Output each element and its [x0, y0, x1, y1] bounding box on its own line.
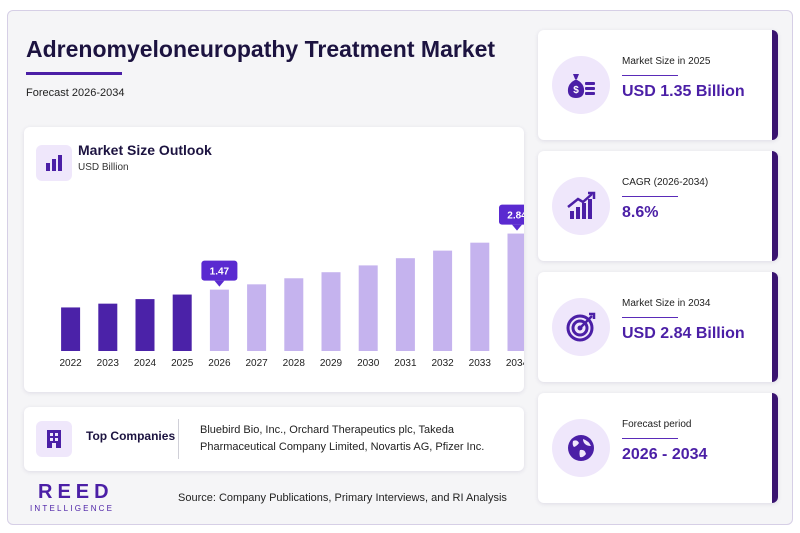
stat-card-market-size-2034: Market Size in 2034 USD 2.84 Billion: [538, 272, 778, 382]
stat-rule: [622, 196, 678, 197]
stat-label: Market Size in 2034: [622, 298, 711, 309]
bar-2025: [172, 294, 192, 351]
bar-2033: [470, 242, 490, 351]
globe-icon: [552, 419, 610, 477]
chart-plot: 2022 2023 2024 2025 2026 1.47 2027 2028 2029 2030…: [59, 204, 524, 369]
logo-wordmark: REED: [38, 481, 114, 503]
x-tick-label: 2022: [59, 358, 82, 369]
money-bag-icon: $: [552, 56, 610, 114]
bar-2028: [284, 278, 304, 351]
x-tick-label: 2026: [208, 358, 231, 369]
data-label: 2.84: [507, 211, 524, 222]
bar-2034: [507, 233, 524, 351]
x-tick-label: 2033: [469, 358, 492, 369]
stat-label: Forecast period: [622, 419, 692, 430]
card-accent: [772, 30, 778, 140]
bar-2030: [358, 265, 378, 351]
stat-card-market-size-2025: $ Market Size in 2025 USD 1.35 Billion: [538, 30, 778, 140]
top-companies-label: Top Companies: [86, 429, 176, 443]
x-tick-label: 2029: [320, 358, 343, 369]
bar-2029: [321, 272, 341, 351]
stat-label: Market Size in 2025: [622, 56, 711, 67]
data-label: 1.47: [210, 267, 230, 278]
stat-label: CAGR (2026-2034): [622, 177, 709, 188]
bar-chart-icon: [36, 145, 72, 181]
page-title: Adrenomyeloneuropathy Treatment Market: [26, 36, 496, 62]
x-tick-label: 2030: [357, 358, 380, 369]
x-tick-label: 2024: [134, 358, 157, 369]
x-tick-label: 2032: [431, 358, 454, 369]
card-accent: [772, 151, 778, 261]
bar-2031: [395, 258, 415, 351]
divider: [178, 419, 179, 459]
stat-value: USD 1.35 Billion: [622, 83, 745, 100]
stat-value: 8.6%: [622, 204, 659, 221]
callout-2034: 2.84: [499, 204, 524, 231]
top-companies-card: Top Companies Bluebird Bio, Inc., Orchar…: [24, 407, 524, 471]
chart-unit: USD Billion: [78, 162, 129, 173]
x-tick-label: 2027: [245, 358, 268, 369]
top-companies-list: Bluebird Bio, Inc., Orchard Therapeutics…: [200, 424, 485, 453]
x-tick-label: 2025: [171, 358, 194, 369]
stat-card-forecast-period: Forecast period 2026 - 2034: [538, 393, 778, 503]
stat-rule: [622, 75, 678, 76]
stat-value: 2026 - 2034: [622, 446, 708, 463]
x-tick-label: 2031: [394, 358, 417, 369]
bar-2026: [209, 289, 229, 351]
card-accent: [772, 272, 778, 382]
x-tick-label: 2034: [506, 358, 524, 369]
card-accent: [772, 393, 778, 503]
growth-chart-icon: [552, 177, 610, 235]
logo-subtitle: INTELLIGENCE: [30, 504, 115, 513]
x-tick-label: 2028: [283, 358, 306, 369]
target-icon: [552, 298, 610, 356]
callout-2026: 1.47: [201, 260, 238, 287]
bar-2022: [61, 307, 81, 351]
bar-2024: [135, 299, 155, 351]
chart-title: Market Size Outlook: [78, 142, 212, 158]
building-icon: [36, 421, 72, 457]
bar-2032: [433, 250, 453, 351]
source-note: Source: Company Publications, Primary In…: [178, 492, 507, 504]
bar-2027: [247, 284, 267, 351]
title-underline: [26, 72, 122, 75]
x-tick-label: 2023: [97, 358, 120, 369]
page-subtitle: Forecast 2026-2034: [26, 87, 125, 99]
bar-2023: [98, 303, 118, 351]
stat-rule: [622, 438, 678, 439]
stat-rule: [622, 317, 678, 318]
stat-value: USD 2.84 Billion: [622, 325, 745, 342]
market-size-chart-card: Market Size Outlook USD Billion 2022 2023…: [24, 127, 524, 392]
stat-card-cagr: CAGR (2026-2034) 8.6%: [538, 151, 778, 261]
svg-text:$: $: [573, 85, 579, 96]
